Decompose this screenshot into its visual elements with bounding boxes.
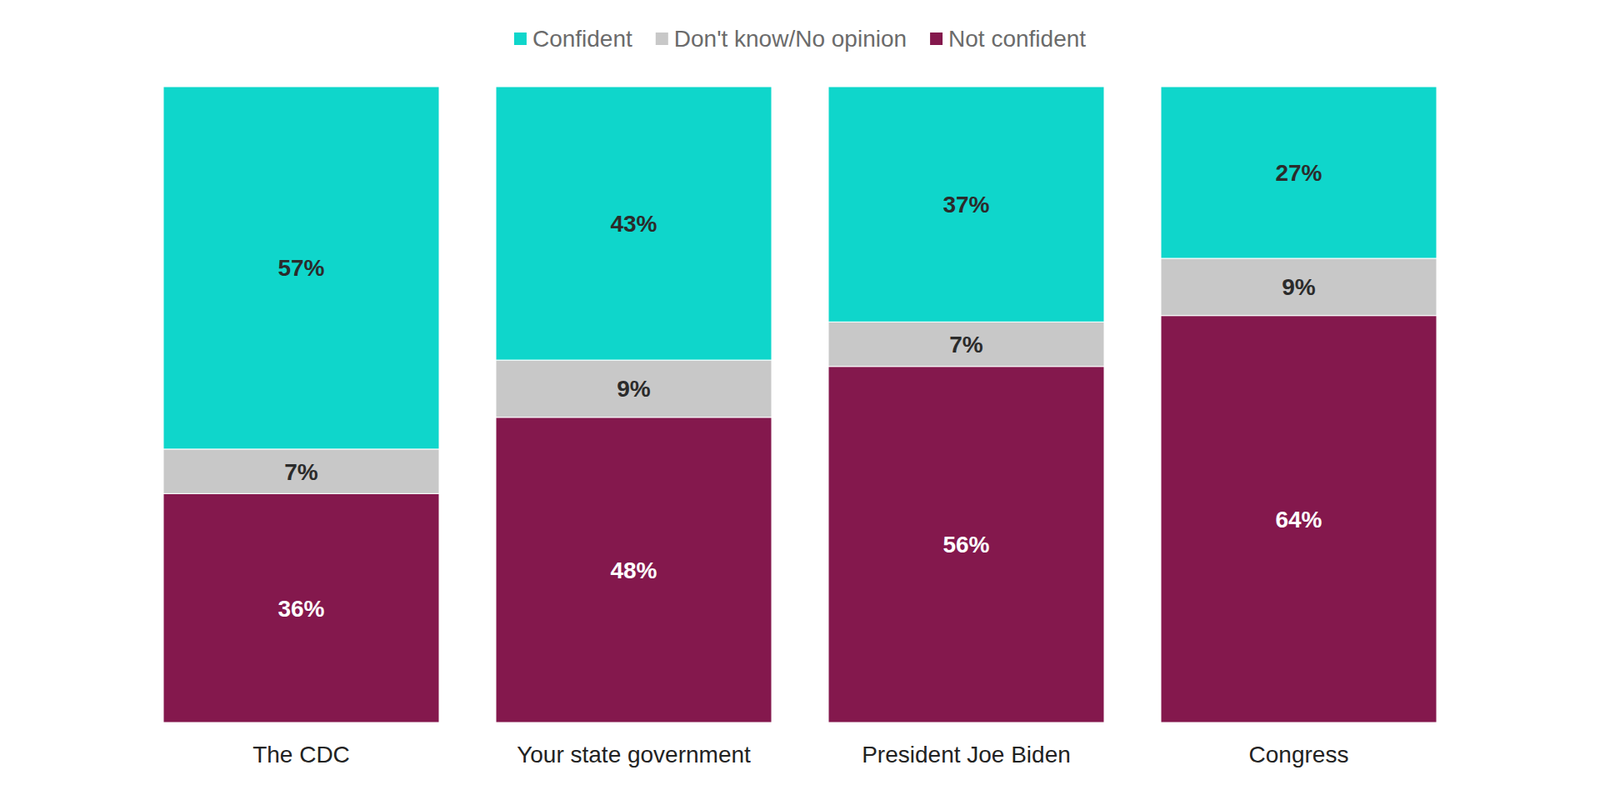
data-label: 56% — [942, 531, 990, 558]
bar-segment — [828, 86, 1105, 322]
chart-container: 36% 7% 57% 48% 9% 43% 56% 7% 37% 64% 9% 27% The CDC Y… — [0, 0, 1600, 800]
category-label: Congress — [1249, 741, 1350, 768]
category-label: Your state government — [516, 741, 751, 768]
data-labels: 36% 7% 57% 48% 9% 43% 56% 7% 37% 64% 9% 27% — [277, 160, 1322, 622]
bar-segment — [163, 86, 440, 450]
bar-segment — [495, 86, 772, 360]
legend-label: Don't know/No opinion — [674, 25, 907, 52]
bar-segment — [828, 366, 1105, 723]
bar-segment — [495, 417, 772, 723]
data-label: 7% — [284, 459, 319, 485]
legend-label: Not confident — [948, 25, 1086, 52]
bars — [163, 86, 1437, 723]
legend-swatch — [655, 32, 669, 45]
data-label: 9% — [616, 375, 651, 402]
category-label: President Joe Biden — [861, 741, 1071, 768]
legend-label: Confident — [532, 25, 633, 52]
bar-segment — [1160, 258, 1437, 316]
legend-swatch — [514, 32, 527, 45]
bar-segment — [828, 321, 1105, 366]
category-label: The CDC — [252, 741, 350, 768]
bar-segment — [163, 449, 440, 494]
data-label: 37% — [942, 191, 990, 218]
data-label: 64% — [1275, 506, 1322, 533]
data-label: 27% — [1275, 160, 1322, 186]
bar-segment — [163, 493, 440, 723]
data-label: 36% — [277, 595, 325, 622]
bar-segment — [495, 360, 772, 418]
legend: Confident Don't know/No opinion Not confid… — [514, 25, 1086, 52]
legend-swatch — [930, 32, 943, 45]
bar-segment — [1160, 315, 1437, 723]
data-label: 7% — [949, 331, 984, 358]
data-label: 57% — [277, 255, 325, 281]
data-label: 48% — [610, 557, 657, 584]
data-label: 43% — [610, 210, 657, 237]
chart-svg: 36% 7% 57% 48% 9% 43% 56% 7% 37% 64% 9% 27% The CDC Y… — [0, 0, 1600, 800]
bar-segment — [1160, 86, 1437, 259]
data-label: 9% — [1281, 274, 1316, 300]
